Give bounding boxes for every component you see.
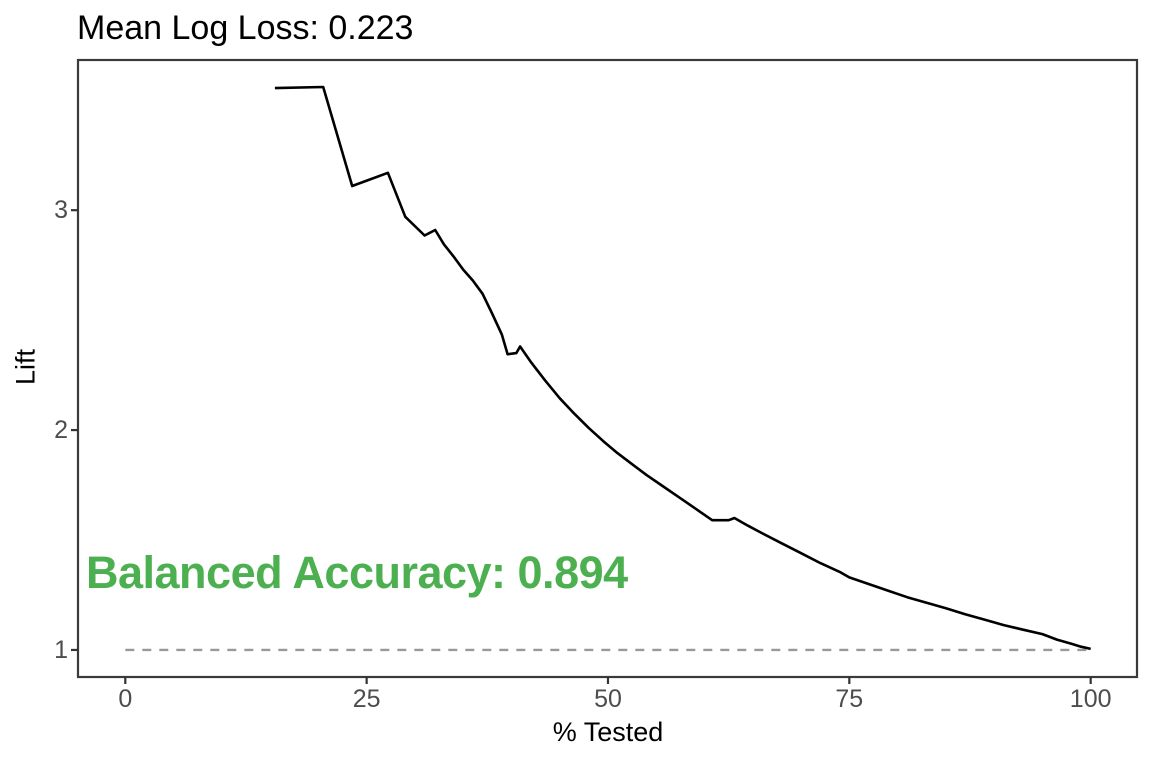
x-tick-label: 75 xyxy=(835,685,864,713)
balanced-accuracy-annotation: Balanced Accuracy: 0.894 xyxy=(86,547,628,598)
chart-title: Mean Log Loss: 0.223 xyxy=(77,9,414,47)
x-tick-label: 0 xyxy=(118,685,133,713)
x-tick-label: 50 xyxy=(594,685,622,713)
x-axis-title: % Tested xyxy=(552,717,664,747)
y-tick-label: 2 xyxy=(54,416,68,445)
y-axis-title: Lift xyxy=(10,348,41,386)
x-tick-label: 25 xyxy=(352,685,381,713)
lift-curve-line xyxy=(274,85,1091,651)
y-tick-label: 3 xyxy=(54,196,68,225)
y-tick-label: 1 xyxy=(54,635,68,664)
x-tick-label: 100 xyxy=(1069,685,1112,713)
